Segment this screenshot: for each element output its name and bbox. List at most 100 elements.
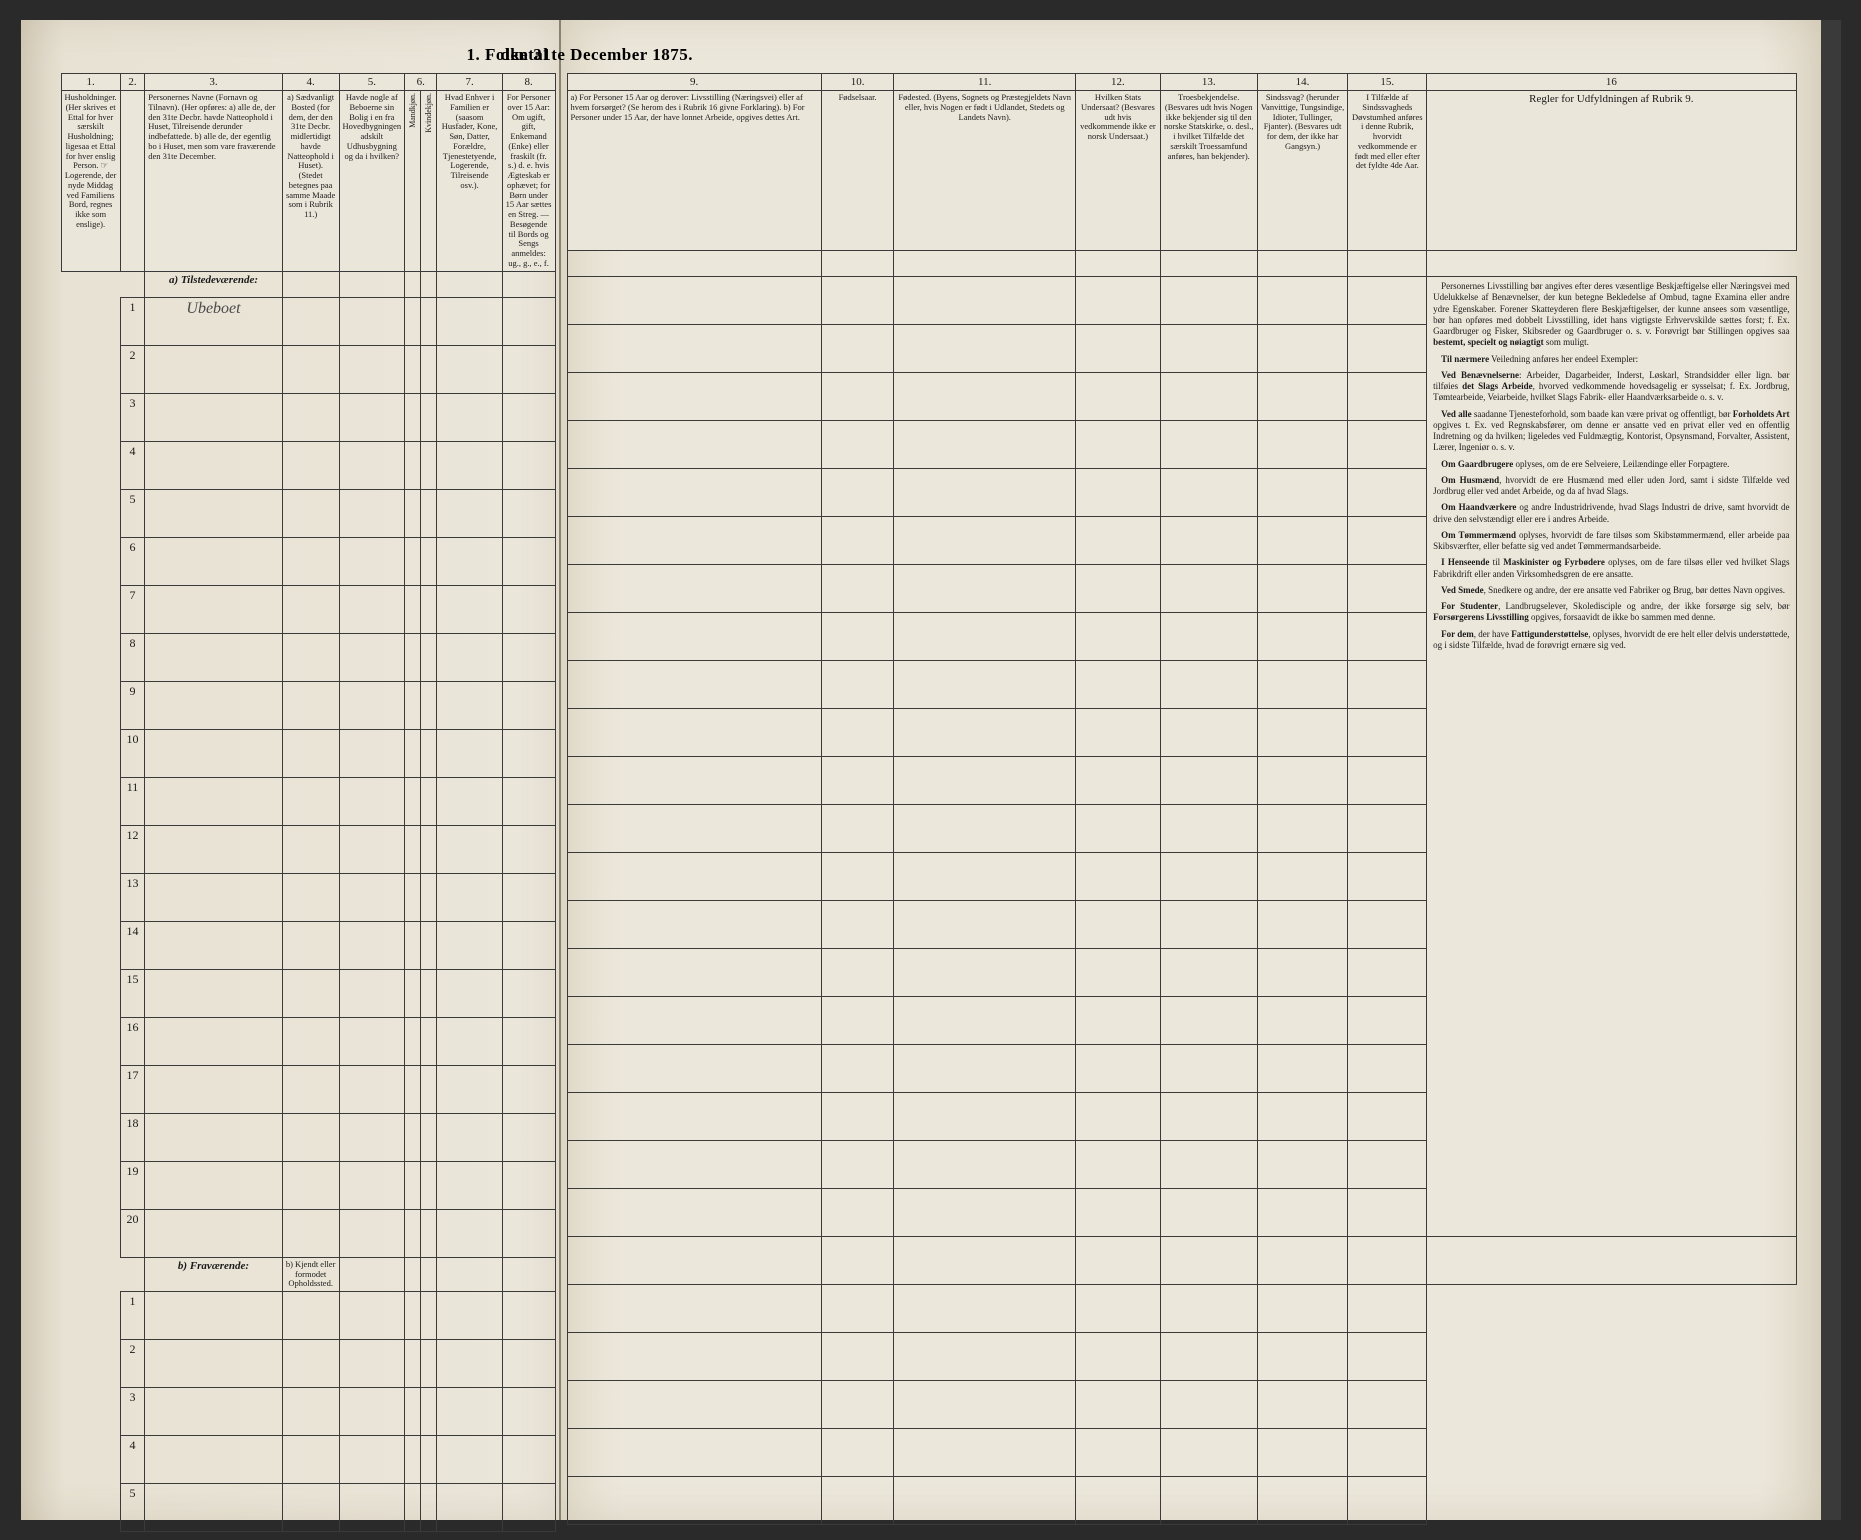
row-number: 5 [120,1484,145,1532]
h16: Regler for Udfyldningen af Rubrik 9. [1427,91,1796,251]
table-row: 10 [61,729,555,777]
row-number: 19 [120,1161,145,1209]
col-7: 7. [437,74,502,91]
row-number: 6 [120,537,145,585]
col-6: 6. [405,74,437,91]
h13: Troesbekjendelse. (Besvares udt hvis Nog… [1160,91,1257,251]
table-row [567,1477,1796,1525]
row-number: 3 [120,1388,145,1436]
census-ledger-spread: 1. Folketal 1. 2. 3. 4. 5. 6. 7. 8. Hush… [21,20,1841,1520]
h1: Husholdninger. (Her skrives et Ettal for… [61,91,120,272]
table-row: 3 [61,1388,555,1436]
h10: Fødselsaar. [821,91,894,251]
row-number: 20 [120,1209,145,1257]
rubric-16-text: Personernes Livsstilling bør angives eft… [1427,277,1795,660]
table-row: 12 [61,825,555,873]
table-row: 15 [61,969,555,1017]
row-number: 3 [120,393,145,441]
col-4: 4. [282,74,339,91]
section-b4: b) Kjendt eller formodet Opholdssted. [282,1257,339,1291]
h4: a) Sædvanligt Bosted (for dem, der den 3… [282,91,339,272]
col-15: 15. [1348,74,1427,91]
ledger-table-left: 1. 2. 3. 4. 5. 6. 7. 8. Husholdninger. (… [61,73,556,1532]
table-row: 13 [61,873,555,921]
table-row: 3 [61,393,555,441]
row-number: 17 [120,1065,145,1113]
h8: For Personer over 15 Aar: Om ugift, gift… [502,91,555,272]
table-row: 6 [61,537,555,585]
table-row: 16 [61,1017,555,1065]
table-row [567,1381,1796,1429]
section-b-row-right [567,1237,1796,1285]
table-row: 1 [61,1292,555,1340]
table-row: 19 [61,1161,555,1209]
table-row: 2 [61,1340,555,1388]
page-title-left: 1. Folketal [21,20,559,73]
col-13: 13. [1160,74,1257,91]
col-11: 11. [894,74,1076,91]
row-number: 13 [120,873,145,921]
header-row: Husholdninger. (Her skrives et Ettal for… [61,91,555,272]
row-number: 2 [120,345,145,393]
table-row: 8 [61,633,555,681]
row-number: 1 [120,297,145,345]
table-row: 5 [61,1484,555,1532]
row-number: 2 [120,1340,145,1388]
table-row: 7 [61,585,555,633]
section-a-label: a) Tilstedeværende: [145,271,282,297]
table-row: 18 [61,1113,555,1161]
table-row: 1Ubeboet [61,297,555,345]
table-row: 11 [61,777,555,825]
row-number: 14 [120,921,145,969]
col-14: 14. [1257,74,1348,91]
h7: Hvad Enhver i Familien er (saasom Husfad… [437,91,502,272]
row-number: 4 [120,441,145,489]
h2 [120,91,145,272]
row-number: 8 [120,633,145,681]
table-row [567,1429,1796,1477]
table-row [567,1333,1796,1381]
right-page: den 31te December 1875. 9. 10. 11. 12. 1… [561,20,1821,1520]
col-2: 2. [120,74,145,91]
colnum-row: 1. 2. 3. 4. 5. 6. 7. 8. [61,74,555,91]
row-number: 15 [120,969,145,1017]
table-row: 20 [61,1209,555,1257]
header-row-right: a) For Personer 15 Aar og derover: Livss… [567,91,1796,251]
col-12: 12. [1076,74,1161,91]
col-9: 9. [567,74,821,91]
table-row: 2 [61,345,555,393]
left-page: 1. Folketal 1. 2. 3. 4. 5. 6. 7. 8. Hush… [21,20,561,1520]
table-row: 4 [61,1436,555,1484]
table-row: 4 [61,441,555,489]
table-row [567,1285,1796,1333]
row-number: 5 [120,489,145,537]
h5: Havde nogle af Beboerne sin Bolig i en f… [339,91,405,272]
col-10: 10. [821,74,894,91]
h11: Fødested. (Byens, Sognets og Præstegjeld… [894,91,1076,251]
h12: Hvilken Stats Undersaat? (Besvares udt h… [1076,91,1161,251]
table-row: 14 [61,921,555,969]
h15: I Tilfælde af Sindssvagheds Døvstumhed a… [1348,91,1427,251]
row-number: 10 [120,729,145,777]
col-5: 5. [339,74,405,91]
col-16: 16 [1427,74,1796,91]
row-number: 12 [120,825,145,873]
h6a: Mandkjøn. [405,91,421,272]
handwritten-entry: Ubeboet [145,297,282,345]
h3: Personernes Navne (Fornavn og Tilnavn). … [145,91,282,272]
row-number: 7 [120,585,145,633]
col-8: 8. [502,74,555,91]
table-row: 17 [61,1065,555,1113]
col-1: 1. [61,74,120,91]
row-number: 9 [120,681,145,729]
row-number: 16 [120,1017,145,1065]
ledger-table-right: 9. 10. 11. 12. 13. 14. 15. 16 a) For Per… [567,73,1797,1525]
colnum-row-right: 9. 10. 11. 12. 13. 14. 15. 16 [567,74,1796,91]
h9: a) For Personer 15 Aar og derover: Livss… [567,91,821,251]
h14: Sindssvag? (herunder Vanvittige, Tungsin… [1257,91,1348,251]
section-b-label: b) Fraværende: [145,1257,282,1291]
row-number: 18 [120,1113,145,1161]
table-row: 9 [61,681,555,729]
page-title-right: den 31te December 1875. [501,20,1821,73]
table-row: Personernes Livsstilling bør angives eft… [567,277,1796,325]
